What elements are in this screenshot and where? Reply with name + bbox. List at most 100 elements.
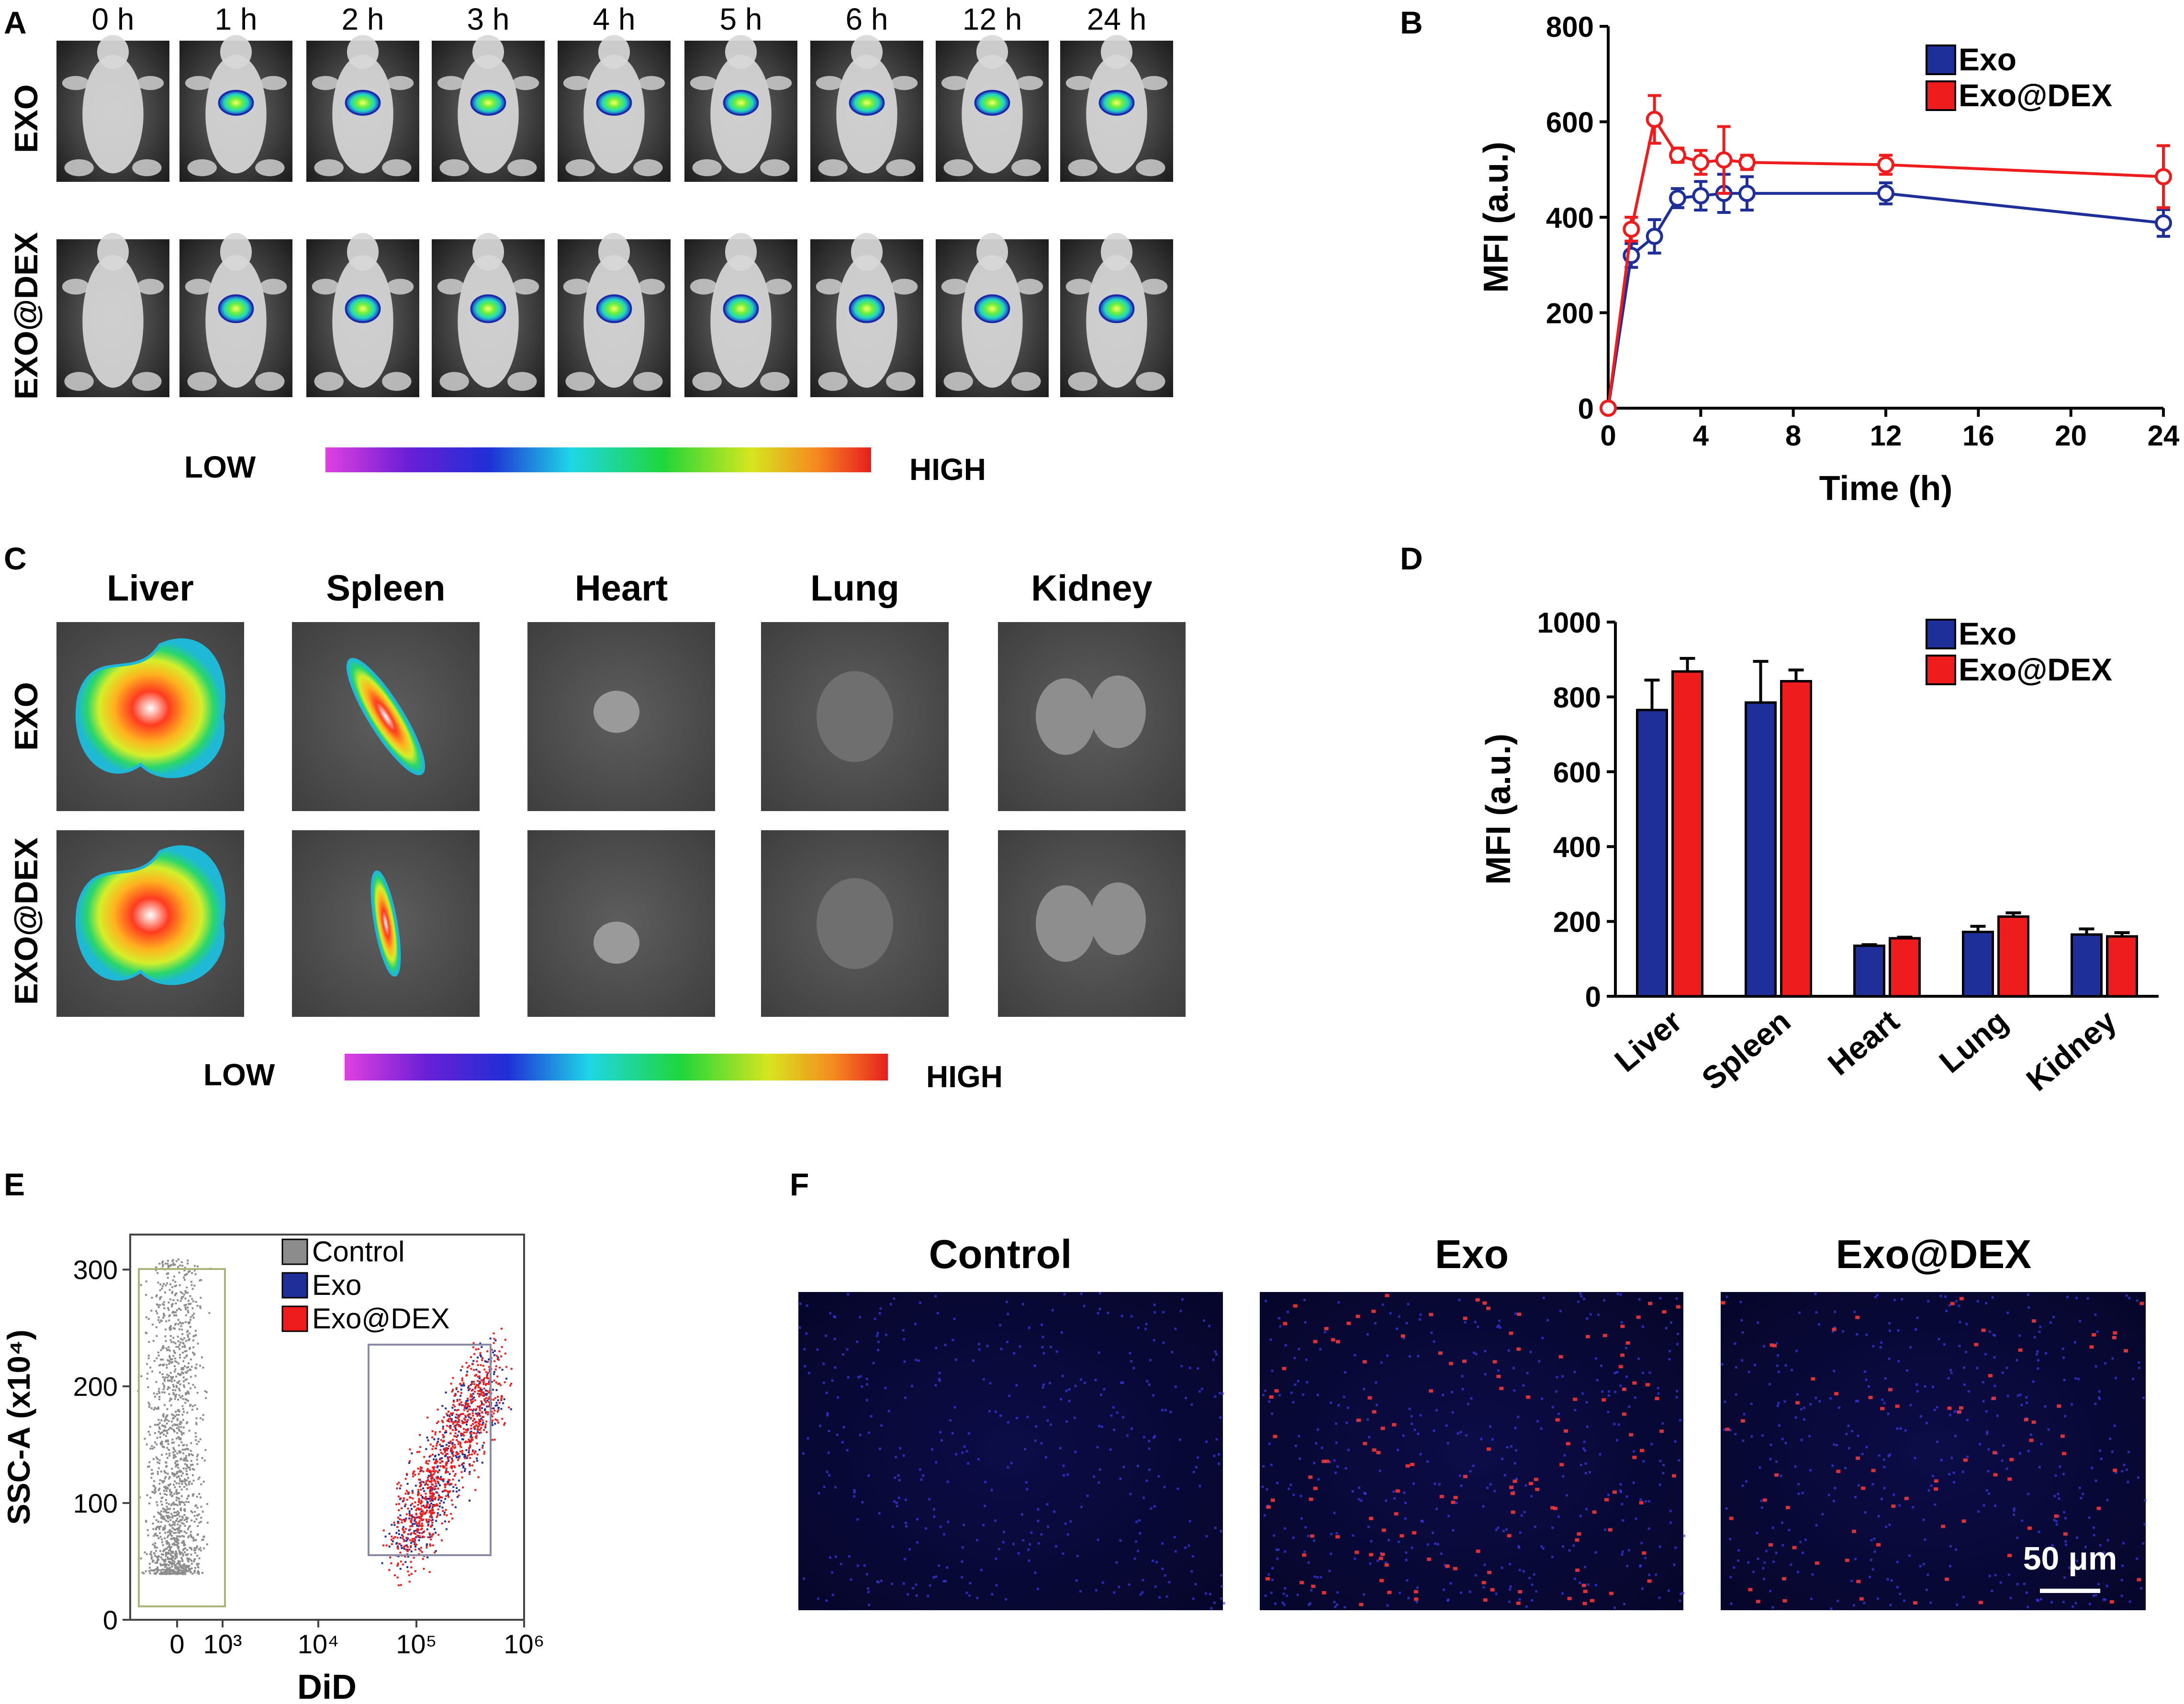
panel-label-b: B (1400, 5, 1423, 40)
y-tick-label: 200 (1553, 906, 1601, 938)
scale-bar-label: 50 μm (2023, 1540, 2117, 1577)
organ-image (998, 830, 1186, 1017)
y-tick-label: 0 (1585, 981, 1601, 1013)
series-exodex (1600, 94, 2172, 417)
data-point (1623, 220, 1640, 238)
fluorescence-spot (345, 89, 381, 116)
y-tick-label: 200 (1546, 298, 1594, 330)
organ-labels: Liver Spleen Heart Lung Kidney (107, 568, 1153, 609)
time-label: 24 h (1087, 2, 1147, 36)
legend-label: Exo (1959, 42, 2016, 77)
mouse-image (936, 35, 1049, 182)
bar (1780, 680, 1812, 998)
y-tick-label: 800 (1546, 11, 1594, 43)
legend-swatch (281, 1305, 308, 1332)
bar (1636, 709, 1668, 998)
image-title-exodex: Exo@DEX (1836, 1232, 2032, 1277)
y-tick-label: 800 (1553, 681, 1601, 713)
mouse-image (1060, 233, 1173, 397)
tissue-image-exo (1260, 1292, 1683, 1610)
row-label-exo: EXO (8, 84, 45, 153)
organ-image (292, 830, 480, 1017)
row-label-exodex: EXO@DEX (8, 837, 45, 1005)
x-tick-label: Liver (1608, 1003, 1688, 1079)
tissue-image-exodex (1721, 1292, 2146, 1610)
x-tick-label: 10⁶ (504, 1629, 544, 1659)
organ-label: Kidney (1031, 568, 1152, 609)
tissue-image-control (798, 1292, 1223, 1610)
legend-label: Control (312, 1236, 404, 1268)
time-label: 0 h (92, 2, 134, 36)
legend-label: Exo (312, 1269, 361, 1301)
fluorescence-spot (596, 89, 632, 116)
series-exo (1600, 173, 2172, 417)
organ-image (56, 622, 244, 811)
data-point (1738, 185, 1756, 202)
x-tick-label: Kidney (2019, 1003, 2123, 1098)
data-point (2155, 214, 2172, 232)
data-point (1669, 146, 1686, 164)
x-tick-label: 20 (2055, 420, 2087, 452)
intensity-scale-bar (325, 447, 871, 472)
gate-did (368, 1344, 492, 1556)
organ-image (527, 622, 715, 811)
legend-swatch (1926, 80, 1956, 111)
bar (1889, 937, 1921, 998)
row-label-exo: EXO (8, 682, 45, 751)
x-tick-label: 12 (1870, 420, 1902, 452)
mouse-image (432, 233, 545, 397)
panel-e-flow-scatter: E 0 100 200 300 0 10³ 10⁴ 10⁵ 10⁶ DiD SSC-A (x10⁴)… (1, 1167, 545, 1704)
y-tick-label: 200 (73, 1371, 118, 1402)
legend-swatch (281, 1272, 308, 1299)
panel-a: A 0 h 1 h 2 h 3 h 4 h 5 h 6 h 12 h 24 h EXO EXO@… (4, 2, 1173, 487)
fluorescence-spot (1098, 89, 1135, 116)
x-tick-label: 0 (169, 1629, 184, 1659)
mouse-image (306, 233, 419, 397)
organ-label: Spleen (326, 568, 445, 609)
row-label-exodex: EXO@DEX (8, 232, 45, 400)
fluorescence-spot (723, 89, 759, 116)
mouse-image (1060, 35, 1173, 182)
organ-label: Liver (107, 568, 194, 609)
panel-f-tissue-images: F Control Exo Exo@DEX 50 μm (790, 1167, 2147, 1610)
scale-low-label: LOW (184, 450, 256, 484)
bar (1671, 670, 1703, 998)
legend-swatch (1926, 619, 1956, 649)
liver-fluorescence (75, 845, 225, 985)
series-line (1607, 192, 2164, 409)
fluorescence-dots (798, 1292, 2147, 1610)
time-label: 3 h (467, 2, 510, 36)
x-tick-label: 10⁵ (396, 1629, 437, 1659)
y-tick-label: 300 (73, 1255, 118, 1285)
x-tick-label: 10³ (203, 1629, 242, 1659)
legend-label: Exo (1959, 616, 2016, 651)
fluorescence-spot (974, 89, 1010, 116)
organ-image (761, 622, 949, 811)
fluorescence-spot (470, 294, 506, 323)
data-point (2155, 168, 2172, 186)
organ-image (292, 622, 480, 811)
image-title-exo: Exo (1435, 1232, 1509, 1277)
x-tick-label: 8 (1785, 420, 1801, 452)
spleen-fluorescence (346, 657, 426, 776)
fluorescence-spot (596, 294, 632, 323)
organ-image (56, 830, 244, 1017)
data-point (1646, 111, 1663, 128)
data-point (1692, 187, 1710, 205)
fluorescence-spot (849, 294, 885, 323)
bar (1997, 915, 2029, 998)
panel-c: C Liver Spleen Heart Lung Kidney EXO EXO@DEX… (4, 541, 1186, 1094)
mouse-image (810, 233, 923, 397)
mouse-image (56, 233, 169, 397)
organ-image (527, 830, 715, 1017)
organ-image (761, 830, 949, 1017)
data-point (1877, 156, 1894, 174)
x-axis-label: DiD (297, 1668, 357, 1704)
organ-image (998, 622, 1186, 811)
data-point (1692, 154, 1710, 171)
fluorescence-spot (218, 89, 254, 116)
legend-swatch (281, 1238, 308, 1265)
fluorescence-spot (723, 294, 759, 323)
plot-frame (129, 1234, 525, 1621)
